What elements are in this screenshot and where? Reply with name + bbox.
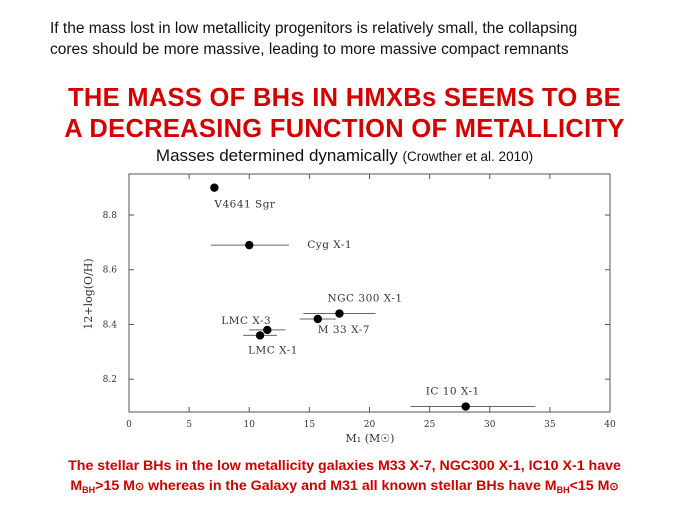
data-point [313,314,322,324]
x-tick-label: 35 [544,420,556,430]
x-axis-label: M₁ (M☉) [346,432,395,445]
headline-line-2: A DECREASING FUNCTION OF METALLICITY [64,115,625,143]
y-axis-label: 12+log(O/H) [82,258,95,329]
headline-line-1: THE MASS OF BHs IN HMXBs SEEMS TO BE [68,84,621,112]
x-tick-label: 0 [126,420,132,430]
sun-symbol-2: ⊙ [609,481,619,493]
y-tick-label: 8.4 [103,320,118,330]
intro-text: If the mass lost in low metallicity prog… [50,18,670,60]
point-label: NGC 300 X-1 [327,293,402,305]
x-tick-label: 5 [186,420,192,430]
subtitle-text: Masses determined dynamically [155,146,398,165]
point-label: IC 10 X-1 [426,386,480,398]
metallicity-mass-chart: 0 5 10 15 20 25 30 35 40 8.2 8.4 8.6 8.8 V4641 Sgr Cy… [82,173,616,445]
sun-symbol-1: ⊙ [135,481,145,493]
point-label: LMC X-3 [221,315,271,327]
intro-line-1: If the mass lost in low metallicity prog… [50,20,578,37]
data-point [335,309,344,318]
x-tick-label: 25 [424,420,436,430]
intro-line-2: cores should be more massive, leading to… [50,41,569,58]
y-tick-label: 8.2 [103,375,117,385]
data-point [461,402,470,411]
data-point [245,240,254,250]
point-label: M 33 X-7 [318,324,370,336]
bh-subscript-2: BH [556,485,570,495]
subtitle-citation: (Crowther et al. 2010) [402,149,534,164]
conclusion-line-1: The stellar BHs in the low metallicity g… [68,458,621,474]
y-tick-label: 8.8 [103,211,118,221]
x-tick-label: 10 [244,420,256,430]
middle-text: whereas in the Galaxy and M31 all known … [144,478,557,494]
x-tick-label: 40 [604,420,616,430]
x-tick-label: 30 [484,420,496,430]
m-symbol-1: M [70,478,83,494]
data-point [255,331,265,340]
y-tick-label: 8.6 [103,266,118,276]
x-tick-label: 20 [364,420,376,430]
gt15-text: >15 M [95,478,135,494]
bh-subscript-1: BH [82,485,96,495]
data-point [263,325,272,335]
point-label: LMC X-1 [248,344,298,356]
x-tick-label: 15 [304,420,316,430]
conclusion-line-2: MBH>15 M⊙ whereas in the Galaxy and M31 … [0,478,689,495]
data-point [210,183,219,192]
subtitle: Masses determined dynamically (Crowther … [0,146,689,166]
point-label: Cyg X-1 [307,239,352,251]
point-label: V4641 Sgr [213,199,276,211]
lt15-text: <15 M [569,478,610,494]
